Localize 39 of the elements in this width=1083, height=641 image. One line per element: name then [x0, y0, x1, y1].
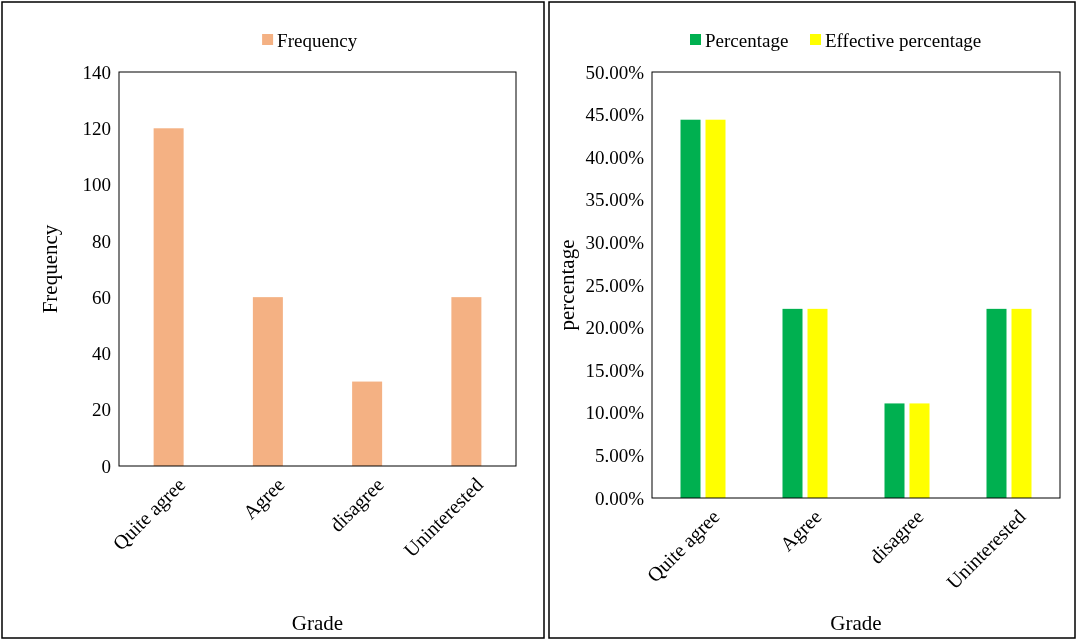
bar [680, 119, 701, 498]
y-tick-label: 15.00% [585, 359, 645, 381]
y-tick-label: 80 [92, 230, 111, 252]
legend-label: Percentage [705, 29, 789, 51]
y-tick-label: 100 [82, 174, 111, 196]
x-tick-label: Quite agree [642, 505, 725, 588]
bar [252, 297, 283, 466]
y-tick-label: 0.00% [594, 487, 645, 509]
y-tick-label: 0 [101, 455, 111, 477]
bar [1011, 308, 1032, 498]
y-tick-label: 120 [82, 117, 111, 139]
bar [352, 381, 383, 466]
y-tick-label: 40 [92, 343, 111, 365]
bar [451, 297, 482, 466]
legend-label: Frequency [277, 29, 358, 51]
y-tick-label: 140 [82, 61, 111, 83]
x-axis-title: Grade [291, 611, 344, 635]
bar [986, 308, 1007, 498]
y-tick-label: 45.00% [585, 104, 645, 126]
bar [705, 119, 726, 498]
y-tick-label: 50.00% [585, 61, 645, 83]
bar [884, 403, 905, 498]
y-axis-title: Frequency [38, 224, 62, 314]
legend-label: Effective percentage [825, 29, 982, 51]
y-tick-label: 30.00% [585, 232, 645, 254]
y-tick-label: 20 [92, 399, 111, 421]
x-axis-title: Grade [830, 611, 882, 635]
y-tick-label: 5.00% [594, 445, 645, 467]
bar [782, 308, 803, 498]
y-tick-label: 20.00% [585, 317, 645, 339]
y-tick-label: 25.00% [585, 274, 645, 296]
y-tick-label: 40.00% [585, 146, 645, 168]
y-tick-label: 35.00% [585, 189, 645, 211]
bar [807, 308, 828, 498]
bar [153, 128, 184, 466]
y-tick-label: 10.00% [585, 402, 645, 424]
bar [909, 403, 930, 498]
y-tick-label: 60 [92, 286, 111, 308]
y-axis-title: percentage [555, 239, 579, 331]
